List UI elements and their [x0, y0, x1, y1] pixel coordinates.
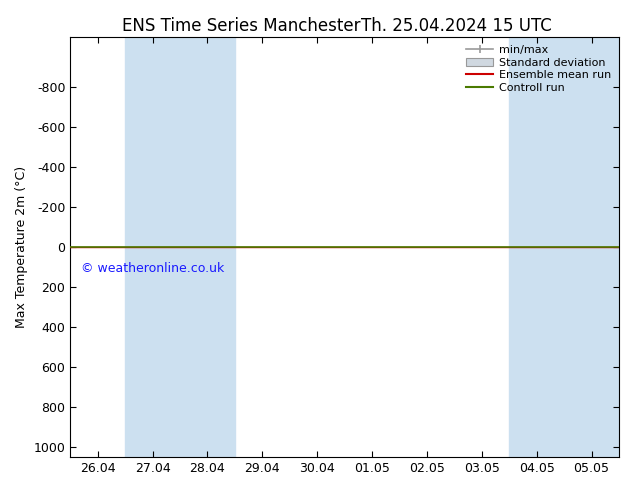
Text: Th. 25.04.2024 15 UTC: Th. 25.04.2024 15 UTC: [361, 17, 552, 35]
Bar: [509, 37, 619, 457]
Text: © weatheronline.co.uk: © weatheronline.co.uk: [81, 262, 224, 275]
Text: ENS Time Series Manchester: ENS Time Series Manchester: [122, 17, 360, 35]
Y-axis label: Max Temperature 2m (°C): Max Temperature 2m (°C): [15, 166, 28, 328]
Bar: [125, 37, 235, 457]
Legend: min/max, Standard deviation, Ensemble mean run, Controll run: min/max, Standard deviation, Ensemble me…: [463, 43, 614, 96]
